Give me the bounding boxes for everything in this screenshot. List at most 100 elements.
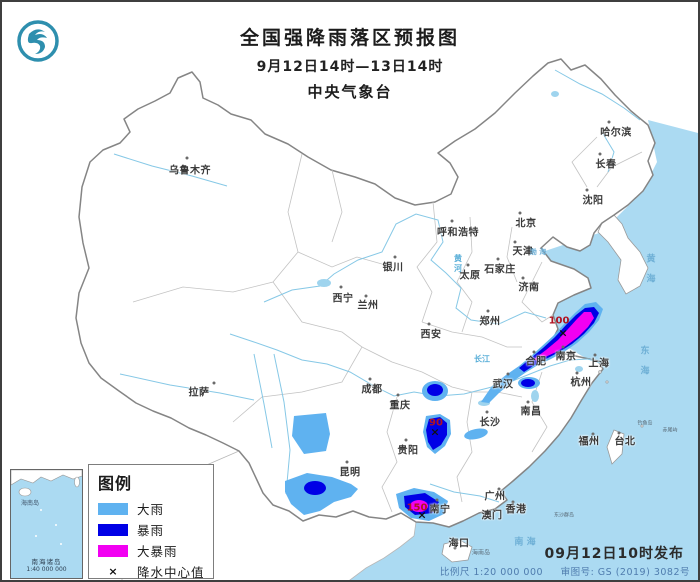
rainstorm-swatch	[98, 523, 128, 536]
city-label: 西安	[420, 329, 442, 341]
city-dot	[339, 285, 343, 289]
province-boundaries	[132, 136, 643, 513]
city-label: 太原	[459, 270, 481, 282]
legend-item-heavy-rainstorm: 大暴雨	[98, 540, 205, 561]
city-label: 长沙	[479, 417, 501, 429]
city-dot	[485, 410, 489, 414]
legend-title: 图例	[98, 474, 133, 493]
city-dot	[497, 487, 501, 491]
island-name-label: 海南岛	[471, 549, 491, 557]
sea-name-label: 黄 海	[644, 253, 655, 287]
heavy-rainstorm-swatch	[98, 544, 128, 557]
rain-heavystorm-guangxi	[410, 500, 428, 512]
city-dot	[526, 400, 530, 404]
inset-map-svg	[11, 470, 82, 545]
taiwan-island	[606, 429, 625, 465]
city-dot	[518, 211, 522, 215]
rain-heavystorm-jiangsu	[534, 312, 594, 361]
rain-center-value: 150	[406, 502, 428, 514]
legend-panel: 图例 大雨 暴雨 大暴雨 × 降水中心值	[88, 464, 214, 580]
city-label: 贵阳	[397, 445, 419, 457]
city-label: 上海	[588, 358, 610, 370]
city-dot	[453, 546, 457, 550]
city-label: 长春	[595, 159, 617, 171]
city-label: 香港	[505, 504, 527, 516]
sea-name-label: 东 海	[638, 345, 649, 379]
legend-item-heavy-rain: 大雨	[98, 498, 205, 519]
city-label: 济南	[518, 282, 540, 294]
rain-center-value: 90	[429, 417, 443, 429]
inset-scale-label: 1:40 000 000	[26, 566, 67, 573]
city-label: 郑州	[479, 316, 501, 328]
island-name-label: 钓鱼岛	[637, 420, 653, 427]
legend-item-rainstorm: 暴雨	[98, 519, 205, 540]
rain-heavy-changsha-streak	[464, 428, 488, 440]
city-dot	[466, 263, 470, 267]
islands	[441, 370, 644, 563]
cma-logo-icon	[15, 18, 61, 64]
city-label: 哈尔滨	[600, 127, 632, 139]
city-label: 西宁	[332, 293, 354, 305]
rain-storm-yunnan-south	[304, 481, 326, 495]
city-label: 广州	[484, 491, 506, 503]
city-dot	[364, 294, 368, 298]
city-dot	[521, 276, 525, 280]
city-dot	[450, 219, 454, 223]
city-dot	[532, 350, 536, 354]
city-dot	[185, 156, 189, 160]
rain-heavy-yunnan-south	[285, 473, 358, 515]
rain-center-marker-icon: ×	[417, 508, 427, 522]
rain-center-marker-icon: ×	[558, 326, 568, 340]
sea-area	[232, 120, 698, 580]
legend-item-center-value: × 降水中心值	[98, 561, 205, 580]
city-dot	[617, 431, 621, 435]
city-label: 海口	[448, 538, 470, 550]
rain-storm-wuhan	[521, 379, 535, 387]
city-dot	[496, 257, 500, 261]
city-label: 合肥	[525, 356, 547, 368]
city-dot	[585, 188, 589, 192]
river-name-label: 长江	[474, 354, 490, 364]
city-dot	[396, 393, 400, 397]
city-label: 南宁	[429, 504, 451, 516]
approval-number: 审图号: GS (2019) 3082号	[560, 567, 690, 578]
city-label: 南京	[555, 351, 577, 363]
issue-time: 09月12日10时发布	[544, 546, 684, 562]
island-name-label: 赤尾屿	[662, 427, 678, 434]
city-label: 重庆	[389, 400, 411, 412]
city-label: 拉萨	[188, 387, 210, 399]
korea-land	[597, 214, 649, 295]
inset-name-label: 南海诸岛	[31, 558, 62, 566]
city-dot	[513, 240, 517, 244]
map-scale-line: 比例尺 1:20 000 000 审图号: GS (2019) 3082号	[440, 564, 690, 578]
city-dot	[393, 255, 397, 259]
city-dot	[511, 500, 515, 504]
south-china-sea-inset: 海南岛 南海诸岛 1:40 000 000	[10, 469, 83, 579]
city-label: 呼和浩特	[437, 227, 479, 239]
rain-heavy-sichuan-south	[292, 413, 330, 454]
city-label: 北京	[515, 218, 537, 230]
city-dot	[427, 322, 431, 326]
china-outline	[75, 58, 656, 528]
city-dot	[404, 438, 408, 442]
rain-areas	[285, 302, 603, 521]
city-dot	[593, 353, 597, 357]
rain-storm-chongqing-east	[427, 384, 443, 396]
river-name-label: 黄河	[453, 254, 463, 274]
city-label: 武汉	[492, 379, 514, 391]
city-label: 石家庄	[484, 264, 516, 276]
hainan-island	[441, 539, 473, 563]
city-label: 乌鲁木齐	[169, 165, 211, 177]
city-dot	[598, 152, 602, 156]
city-label: 台北	[614, 436, 636, 448]
city-dot	[506, 372, 510, 376]
center-value-marker-icon: ×	[108, 565, 118, 578]
city-dot	[591, 432, 595, 436]
city-label: 天津	[512, 246, 534, 258]
city-dot	[368, 377, 372, 381]
heavy-rain-swatch	[98, 502, 128, 515]
sea-name-label: 渤 海	[529, 248, 547, 256]
sea-name-label: 南 海	[514, 537, 536, 548]
island-name-label: 东沙群岛	[553, 512, 575, 519]
